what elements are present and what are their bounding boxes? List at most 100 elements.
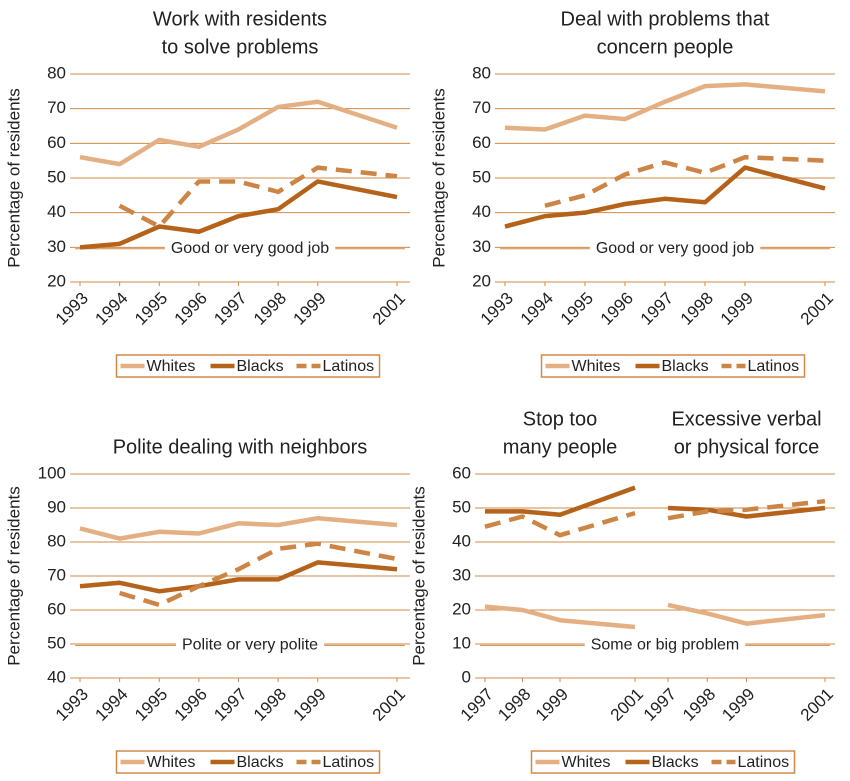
series-line — [544, 154, 826, 208]
legend-box — [115, 354, 381, 378]
x-tick-label: 1994 — [91, 289, 131, 329]
series-line — [504, 165, 826, 229]
annotation: Good or very good job — [596, 240, 754, 257]
y-axis-label: Percentage of residents — [4, 88, 23, 268]
legend-box — [540, 354, 806, 378]
x-tick-label: 1995 — [131, 289, 171, 329]
series-line — [484, 510, 636, 538]
y-tick-label: 50 — [472, 167, 491, 186]
chart-title: to solve problems — [162, 36, 319, 58]
chart-title: concern people — [597, 36, 734, 58]
y-tick-label: 40 — [47, 202, 66, 221]
y-tick-label: 70 — [472, 98, 491, 117]
x-tick-label: 2001 — [607, 685, 647, 725]
x-tick-label: 1993 — [52, 685, 92, 725]
legend-label: Whites — [147, 754, 196, 771]
legend-label: Whites — [572, 358, 621, 375]
series-line — [667, 498, 826, 521]
series-line — [79, 179, 398, 250]
series-line — [667, 602, 826, 626]
annotation-bg — [164, 237, 336, 259]
annotation-bg — [584, 634, 746, 656]
x-tick-label: 2001 — [797, 289, 837, 329]
x-tick-label: 1997 — [457, 685, 497, 725]
x-tick-label: 1998 — [250, 685, 290, 725]
legend-label: Blacks — [237, 754, 284, 771]
annotation-bg — [589, 237, 761, 259]
x-tick-label: 1999 — [532, 685, 572, 725]
x-tick-label: 1998 — [250, 289, 290, 329]
series-line — [504, 82, 826, 132]
chart-title: Work with residents — [153, 8, 327, 30]
legend-box — [115, 750, 381, 774]
annotation-bg — [175, 634, 325, 656]
legend-label: Latinos — [323, 754, 375, 771]
x-tick-label: 1998 — [679, 685, 719, 725]
x-tick-label: 1999 — [290, 685, 330, 725]
y-tick-label: 40 — [47, 667, 66, 686]
x-tick-label: 1997 — [640, 685, 680, 725]
x-tick-label: 1997 — [210, 685, 250, 725]
y-tick-label: 70 — [47, 98, 66, 117]
y-tick-label: 80 — [472, 63, 491, 82]
legend-label: Blacks — [652, 754, 699, 771]
x-tick-label: 2001 — [369, 685, 409, 725]
chart-title: many people — [503, 436, 618, 458]
x-tick-label: 1995 — [131, 685, 171, 725]
legend-label: Latinos — [738, 754, 790, 771]
y-axis-label: Percentage of residents — [429, 88, 448, 268]
annotation: Good or very good job — [171, 240, 329, 257]
y-tick-label: 0 — [462, 667, 471, 686]
x-tick-label: 2001 — [797, 685, 837, 725]
series-line — [667, 505, 826, 519]
y-tick-label: 60 — [47, 133, 66, 152]
y-tick-label: 20 — [472, 271, 491, 290]
y-tick-label: 30 — [452, 565, 471, 584]
x-tick-label: 1997 — [210, 289, 250, 329]
y-tick-label: 50 — [452, 497, 471, 516]
x-tick-label: 1997 — [637, 289, 677, 329]
chart-title: Excessive verbal — [671, 408, 821, 430]
y-tick-label: 100 — [38, 463, 66, 482]
legend-label: Whites — [562, 754, 611, 771]
series-line — [485, 485, 636, 518]
legend-label: Whites — [147, 358, 196, 375]
y-tick-label: 50 — [47, 633, 66, 652]
legend-label: Blacks — [662, 358, 709, 375]
y-tick-label: 80 — [47, 63, 66, 82]
chart-title: or physical force — [674, 436, 820, 458]
y-tick-label: 50 — [47, 167, 66, 186]
x-tick-label: 1993 — [52, 289, 92, 329]
x-tick-label: 2001 — [369, 289, 409, 329]
y-tick-label: 70 — [47, 565, 66, 584]
series-line — [118, 165, 398, 229]
y-tick-label: 90 — [47, 497, 66, 516]
series-line — [79, 99, 398, 167]
y-tick-label: 80 — [47, 531, 66, 550]
x-tick-label: 1999 — [290, 289, 330, 329]
y-tick-label: 60 — [472, 133, 491, 152]
series-line — [79, 560, 398, 594]
x-tick-label: 1994 — [517, 289, 557, 329]
y-tick-label: 10 — [452, 633, 471, 652]
y-tick-label: 60 — [47, 599, 66, 618]
y-tick-label: 30 — [472, 237, 491, 256]
x-tick-label: 1994 — [91, 685, 131, 725]
y-axis-label: Percentage of residents — [4, 486, 23, 666]
x-tick-label: 1995 — [557, 289, 597, 329]
annotation: Polite or very polite — [182, 637, 318, 654]
x-tick-label: 1996 — [171, 289, 211, 329]
y-tick-label: 20 — [47, 271, 66, 290]
x-tick-label: 1999 — [718, 685, 758, 725]
y-tick-label: 30 — [47, 237, 66, 256]
legend-box — [530, 750, 796, 774]
x-tick-label: 1996 — [171, 685, 211, 725]
x-tick-label: 1999 — [717, 289, 757, 329]
x-tick-label: 1998 — [494, 685, 534, 725]
x-tick-label: 1998 — [677, 289, 717, 329]
legend-label: Latinos — [748, 358, 800, 375]
y-tick-label: 40 — [452, 531, 471, 550]
chart-title: Polite dealing with neighbors — [113, 436, 368, 458]
